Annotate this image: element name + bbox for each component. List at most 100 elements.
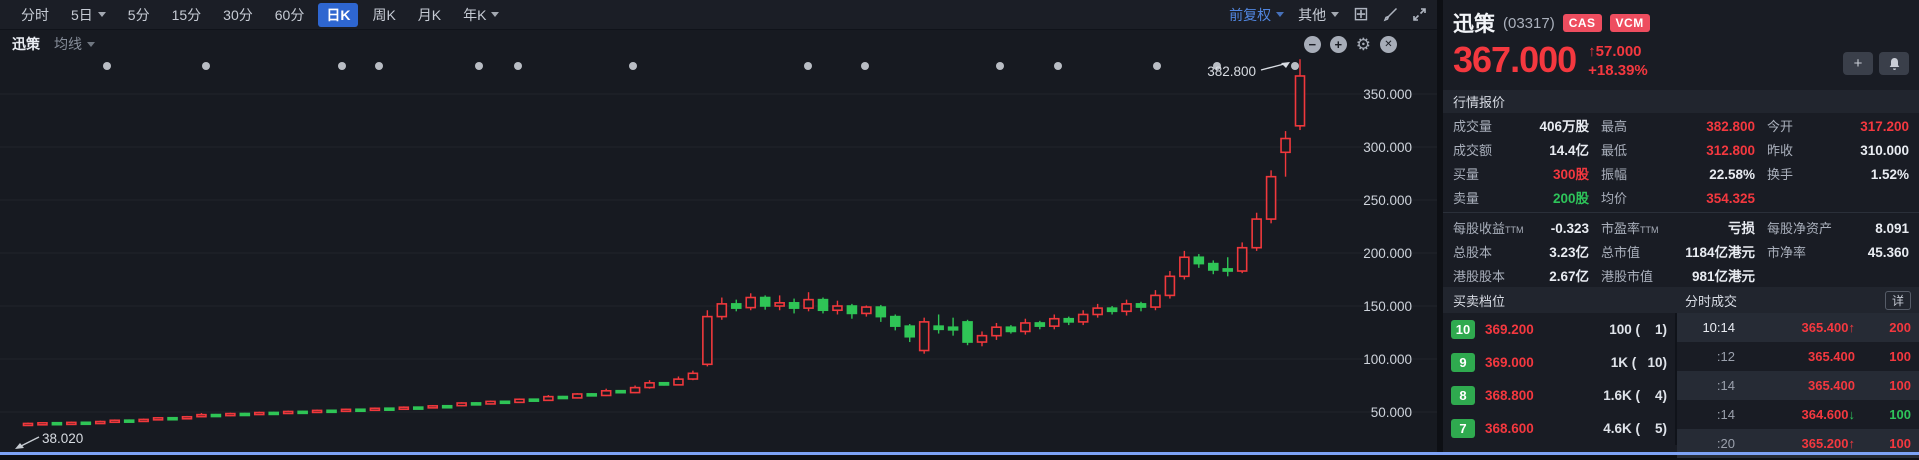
event-dot[interactable] [375, 62, 383, 70]
candle-body [1021, 323, 1030, 331]
event-dot[interactable] [1291, 62, 1299, 70]
quote-label: 港股股本 [1453, 266, 1505, 285]
quote-divider [1443, 212, 1919, 213]
y-axis-label: 250.000 [1363, 193, 1412, 208]
candle-body [443, 406, 452, 408]
quote-cell: 每股收益TTM-0.323 [1453, 218, 1601, 237]
period-tab-5日[interactable]: 5日 [63, 3, 114, 27]
price-alert-bell-icon[interactable] [1879, 52, 1909, 75]
layout-grid-icon[interactable]: ⊞ [1353, 3, 1369, 26]
bid-level-badge: 9 [1451, 353, 1475, 372]
add-to-watchlist-button[interactable]: + [1843, 52, 1873, 75]
candle-body [978, 336, 987, 342]
chart-tools: − + ⚙ ✕ [1304, 36, 1397, 53]
candle-body [963, 322, 972, 342]
candle-body [819, 300, 828, 311]
period-tab-月K[interactable]: 月K [410, 3, 449, 27]
fullscreen-expand-icon[interactable] [1412, 7, 1427, 22]
stock-code: (03317) [1503, 15, 1555, 32]
quote-value: 1.52% [1871, 167, 1909, 182]
candle-body [833, 306, 842, 310]
other-dropdown[interactable]: 其他 [1298, 5, 1339, 25]
bid-volume: 1.6K ( 4) [1603, 388, 1667, 403]
event-dot[interactable] [338, 62, 346, 70]
event-dot[interactable] [514, 62, 522, 70]
candle-body [428, 406, 437, 408]
event-dot[interactable] [103, 62, 111, 70]
period-tab-label: 月K [418, 5, 441, 25]
quote-value: 312.800 [1706, 143, 1755, 158]
period-tab-5分[interactable]: 5分 [120, 3, 158, 27]
close-icon[interactable]: ✕ [1380, 36, 1397, 53]
event-dot[interactable] [202, 62, 210, 70]
event-dot[interactable] [804, 62, 812, 70]
ma-dropdown[interactable]: 均线 [54, 34, 95, 54]
event-dot[interactable] [996, 62, 1004, 70]
candle-body [501, 401, 510, 403]
zoom-in-icon[interactable]: + [1330, 36, 1347, 53]
candle-body [587, 394, 596, 396]
detail-button[interactable]: 详 [1885, 291, 1911, 310]
tick-time: 10:14 [1685, 320, 1735, 335]
event-dot[interactable] [1054, 62, 1062, 70]
period-tab-分时[interactable]: 分时 [13, 3, 57, 27]
zoom-out-icon[interactable]: − [1304, 36, 1321, 53]
bid-volume: 1K ( 10) [1611, 355, 1667, 370]
tick-volume: 200 [1869, 320, 1911, 335]
period-tab-60分[interactable]: 60分 [267, 3, 313, 27]
low-annotation: 38.020 [42, 431, 83, 446]
vcm-badge: VCM [1610, 14, 1650, 32]
candle-body [891, 317, 900, 327]
quote-value: 406万股 [1539, 115, 1589, 135]
draw-brush-icon[interactable] [1383, 7, 1398, 22]
candle-body [110, 420, 119, 422]
period-tab-日K[interactable]: 日K [318, 3, 358, 27]
quote-label: 港股市值 [1601, 266, 1653, 285]
bid-volume: 100 ( 1) [1609, 322, 1667, 337]
period-tab-周K[interactable]: 周K [364, 3, 403, 27]
arrowhead [15, 443, 24, 449]
quote-label: 今开 [1767, 116, 1793, 135]
adjust-dropdown[interactable]: 前复权 [1229, 5, 1284, 25]
event-dot[interactable] [629, 62, 637, 70]
quote-value: 亏损 [1728, 217, 1755, 237]
gear-icon[interactable]: ⚙ [1356, 36, 1371, 53]
period-tab-label: 日K [326, 5, 350, 25]
period-tab-30分[interactable]: 30分 [215, 3, 261, 27]
event-dot[interactable] [861, 62, 869, 70]
tick-time: :14 [1685, 378, 1735, 393]
event-dot[interactable] [475, 62, 483, 70]
quote-value: 3.23亿 [1549, 241, 1589, 261]
period-tab-年K[interactable]: 年K [455, 3, 507, 27]
candle-body [24, 423, 33, 425]
candle-body [342, 409, 351, 411]
candle-body [457, 403, 466, 406]
candle-body [139, 419, 148, 421]
candle-body [255, 413, 264, 415]
stock-title-row: 迅策 (03317) CAS VCM [1453, 8, 1909, 38]
event-dot[interactable] [1153, 62, 1161, 70]
period-tab-15分[interactable]: 15分 [164, 3, 210, 27]
quote-value: 354.325 [1706, 191, 1755, 206]
change-block: ↑57.000 +18.39% [1588, 43, 1648, 81]
candle-body [1122, 304, 1131, 311]
candle-body [313, 410, 322, 412]
candle-body [1238, 248, 1247, 271]
